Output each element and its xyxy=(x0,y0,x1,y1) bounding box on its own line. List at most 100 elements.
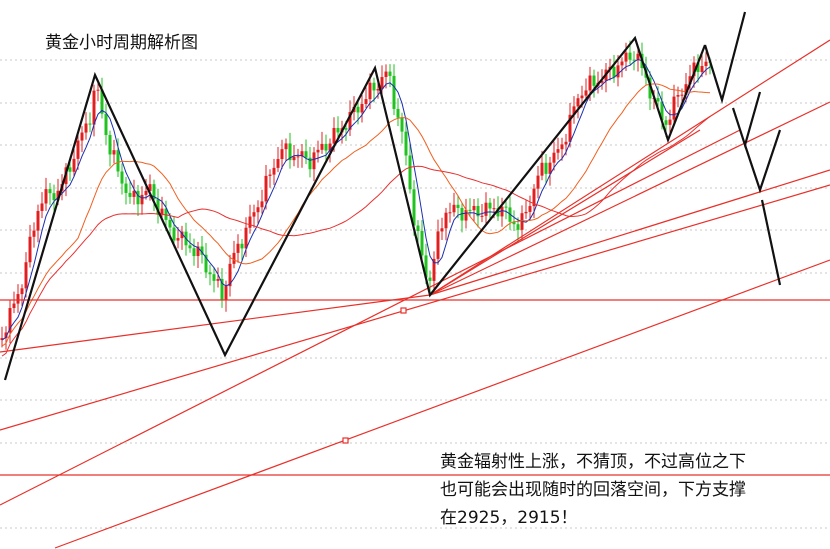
candle-body xyxy=(124,183,128,193)
candle-body xyxy=(260,201,264,208)
candle-body xyxy=(320,143,324,150)
candle-body xyxy=(524,211,528,214)
candle-body xyxy=(36,210,40,231)
candle-body xyxy=(624,52,628,62)
candle-body xyxy=(348,112,352,130)
candle-body xyxy=(72,158,76,172)
candle-body xyxy=(96,89,100,91)
wave-lines xyxy=(3,11,782,381)
candle-body xyxy=(400,117,404,132)
candle-body xyxy=(196,246,200,257)
moving-average xyxy=(1,83,711,347)
candle-body xyxy=(288,143,292,161)
candle-body xyxy=(376,89,380,91)
candle-body xyxy=(648,77,652,99)
candle-body xyxy=(364,99,368,104)
trend-lines xyxy=(0,39,830,549)
candle-body xyxy=(436,231,440,259)
candle-body xyxy=(268,174,272,176)
candle-body xyxy=(32,230,36,237)
candle-body xyxy=(504,206,508,208)
candle-body xyxy=(440,228,444,232)
candle-body xyxy=(208,272,212,275)
candle-body xyxy=(132,190,136,197)
candle-body xyxy=(316,149,320,153)
candle-body xyxy=(100,89,104,114)
candle-body xyxy=(540,162,544,176)
candle-body xyxy=(448,212,452,214)
candle-body xyxy=(464,209,468,221)
candle-body xyxy=(148,184,152,191)
candle-body xyxy=(556,149,560,153)
moving-average xyxy=(1,116,711,357)
candle-body xyxy=(544,162,548,174)
candle-body xyxy=(296,156,300,158)
annotation-line: 黄金辐射性上涨，不猜顶，不过高位之下 xyxy=(440,452,746,472)
candle-body xyxy=(12,303,16,309)
candle-body xyxy=(228,263,232,287)
candle-body xyxy=(52,193,56,201)
candles xyxy=(0,40,712,350)
candle-body xyxy=(416,225,420,232)
candle-body xyxy=(240,243,244,249)
candle-body xyxy=(704,61,708,66)
candle-body xyxy=(468,209,472,211)
candle-body xyxy=(492,208,496,210)
candle-body xyxy=(592,75,596,86)
candle-body xyxy=(616,65,620,78)
candle-body xyxy=(680,94,684,96)
candle-body xyxy=(484,202,488,216)
candle-body xyxy=(372,82,376,91)
candle-body xyxy=(344,128,348,130)
candle-body xyxy=(120,171,124,184)
candle-body xyxy=(480,215,484,217)
candle-body xyxy=(328,143,332,151)
candle-body xyxy=(532,188,536,207)
chart-title: 黄金小时周期解析图 xyxy=(45,33,198,53)
candle-body xyxy=(632,59,636,61)
candle-body xyxy=(264,175,268,202)
candle-body xyxy=(168,219,172,228)
candle-body xyxy=(568,114,572,142)
candle-body xyxy=(88,123,92,125)
candle-body xyxy=(688,76,692,85)
candle-body xyxy=(456,204,460,208)
candle-body xyxy=(56,190,60,201)
candle-body xyxy=(548,162,552,174)
candle-body xyxy=(4,332,8,339)
candle-body xyxy=(92,90,96,125)
candle-body xyxy=(332,127,336,144)
candle-body xyxy=(324,143,328,151)
candle-body xyxy=(424,255,428,278)
candle-body xyxy=(408,155,412,190)
candle-body xyxy=(660,101,664,121)
candle-body xyxy=(412,189,416,226)
candle-body xyxy=(160,208,164,215)
candle-body xyxy=(108,135,112,155)
candle-body xyxy=(152,184,156,200)
candle-body xyxy=(552,152,556,163)
candle-body xyxy=(272,167,276,175)
candle-body xyxy=(312,152,316,170)
candle-body xyxy=(420,231,424,256)
candle-body xyxy=(284,143,288,150)
candle-body xyxy=(600,80,604,83)
candle-body xyxy=(512,221,516,225)
candle-body xyxy=(192,248,196,257)
candle-body xyxy=(24,262,28,289)
candle-body xyxy=(380,77,384,90)
candle-body xyxy=(156,199,160,215)
candle-body xyxy=(308,157,312,170)
candle-body xyxy=(564,141,568,145)
candle-body xyxy=(116,150,120,172)
candle-body xyxy=(384,71,388,78)
candle-body xyxy=(588,75,592,91)
candle-body xyxy=(204,254,208,273)
candle-body xyxy=(180,231,184,239)
candle-body xyxy=(676,95,680,97)
candle-body xyxy=(580,95,584,99)
candle-body xyxy=(388,71,392,76)
candle-body xyxy=(220,279,224,300)
candle-body xyxy=(528,206,532,212)
